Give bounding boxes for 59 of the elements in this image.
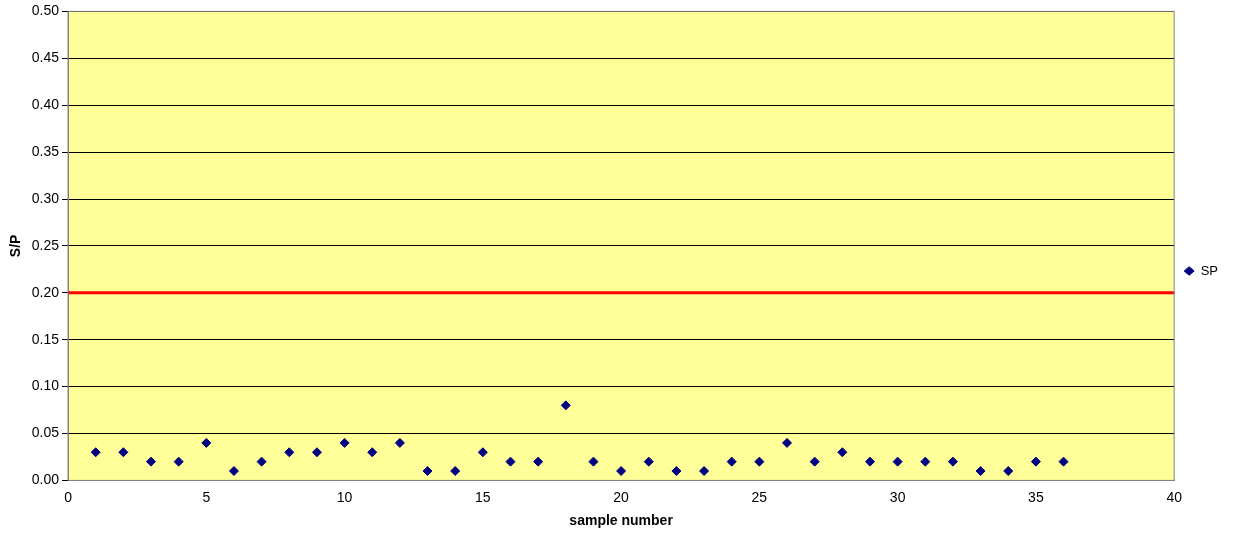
point xyxy=(201,437,212,448)
y-tick-label: 0.35 xyxy=(31,142,60,159)
point xyxy=(975,466,986,477)
y-tick-label: 0.25 xyxy=(31,236,60,253)
point xyxy=(505,456,516,467)
point xyxy=(311,447,322,458)
y-tick-label: 0.20 xyxy=(31,283,60,300)
legend-label: SP xyxy=(1200,262,1218,278)
point xyxy=(726,456,737,467)
x-axis-title: sample number xyxy=(569,512,674,529)
y-tick-label: 0.45 xyxy=(31,49,60,66)
point xyxy=(699,466,710,477)
point xyxy=(422,466,433,477)
y-tick-label: 0.00 xyxy=(31,471,60,488)
y-tick-label: 0.10 xyxy=(31,377,60,394)
y-tick-label: 0.30 xyxy=(31,189,60,206)
point xyxy=(947,456,958,467)
x-tick-label: 30 xyxy=(889,488,906,505)
y-tick-label: 0.05 xyxy=(31,424,60,441)
x-tick-label: 35 xyxy=(1028,488,1044,505)
point xyxy=(367,447,378,458)
point xyxy=(533,456,544,467)
y-axis-title: S/P xyxy=(7,234,24,258)
point xyxy=(477,447,488,458)
point xyxy=(339,437,350,448)
y-tick-label: 0.50 xyxy=(31,2,60,19)
point xyxy=(450,466,461,477)
point xyxy=(920,456,931,467)
x-tick-label: 20 xyxy=(613,488,630,505)
point xyxy=(837,447,848,458)
x-tick-label: 5 xyxy=(202,488,211,505)
point xyxy=(173,456,184,467)
point xyxy=(892,456,903,467)
point xyxy=(782,437,793,448)
x-tick-label: 0 xyxy=(64,488,73,505)
point xyxy=(228,466,239,477)
point xyxy=(1058,456,1069,467)
point xyxy=(256,456,267,467)
point xyxy=(643,456,654,467)
point xyxy=(1030,456,1041,467)
point xyxy=(1003,466,1014,477)
point xyxy=(588,456,599,467)
point xyxy=(560,400,571,411)
y-tick-label: 0.15 xyxy=(31,330,60,347)
x-tick-label: 15 xyxy=(475,488,491,505)
x-tick-label: 25 xyxy=(751,488,768,505)
point xyxy=(90,447,101,458)
x-tick-label: 40 xyxy=(1166,488,1183,505)
point xyxy=(118,447,129,458)
x-tick-label: 10 xyxy=(336,488,353,505)
point xyxy=(284,447,295,458)
point xyxy=(671,466,682,477)
point xyxy=(754,456,765,467)
point xyxy=(616,466,627,477)
y-tick-label: 0.40 xyxy=(31,96,60,113)
point xyxy=(809,456,820,467)
point xyxy=(864,456,875,467)
point xyxy=(394,437,405,448)
point xyxy=(146,456,157,467)
